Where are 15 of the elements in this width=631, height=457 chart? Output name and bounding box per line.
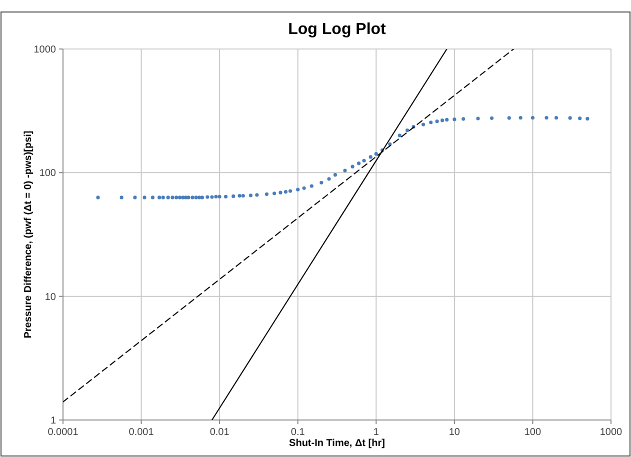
y-axis-title: Pressure Difference, (pwf (Δt = 0) -pws)[psi] (23, 130, 34, 338)
x-axis-title: Shut-In Time, Δt [hr] (289, 438, 385, 449)
x-tick-label: 1000 (600, 427, 623, 438)
x-tick-label: 0.1 (290, 427, 306, 438)
y-tick-label: 100 (39, 168, 56, 180)
y-tick-label: 1000 (34, 44, 56, 56)
x-tick-label: 0.0001 (48, 427, 79, 438)
y-tick-label: 10 (44, 292, 56, 303)
x-tick-label: 100 (524, 427, 542, 438)
x-tick-label: 10 (448, 427, 460, 438)
x-tick-label: 0.001 (128, 427, 154, 438)
x-tick-label: 1 (373, 427, 380, 438)
y-tick-label: 1 (50, 416, 56, 426)
x-tick-label: 0.01 (210, 427, 230, 438)
chart-title: Log Log Plot (288, 21, 387, 38)
